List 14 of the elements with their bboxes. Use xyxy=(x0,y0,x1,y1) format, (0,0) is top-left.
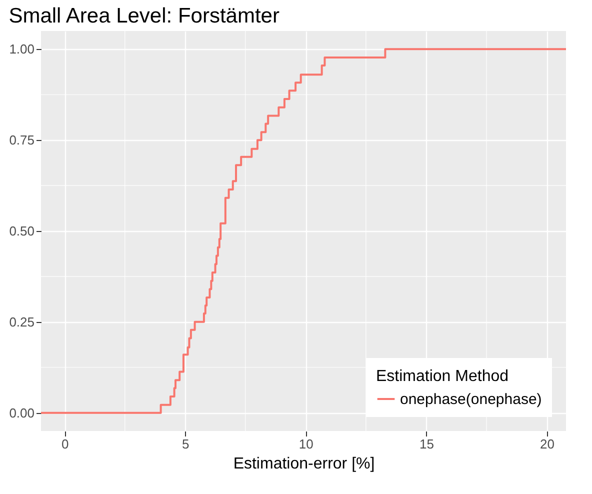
legend-title: Estimation Method xyxy=(376,368,509,385)
y-tick-label: 0.75 xyxy=(9,132,34,148)
y-tick-label: 0.25 xyxy=(9,314,34,330)
legend-label: onephase(onephase) xyxy=(400,391,542,408)
x-tick-label: 20 xyxy=(540,436,554,452)
x-tick-label: 5 xyxy=(182,436,190,452)
y-tick-label: 0.50 xyxy=(9,224,34,238)
x-axis-title: Estimation-error [%] xyxy=(233,456,375,472)
x-tick-label: 10 xyxy=(298,436,314,452)
x-tick-label: 0 xyxy=(62,436,69,452)
x-tick-label: 15 xyxy=(419,436,434,452)
y-tick-label: 1.00 xyxy=(9,42,34,57)
chart-title: Small Area Level: Forstämter xyxy=(8,4,280,28)
y-tick-label: 0.00 xyxy=(9,405,34,420)
